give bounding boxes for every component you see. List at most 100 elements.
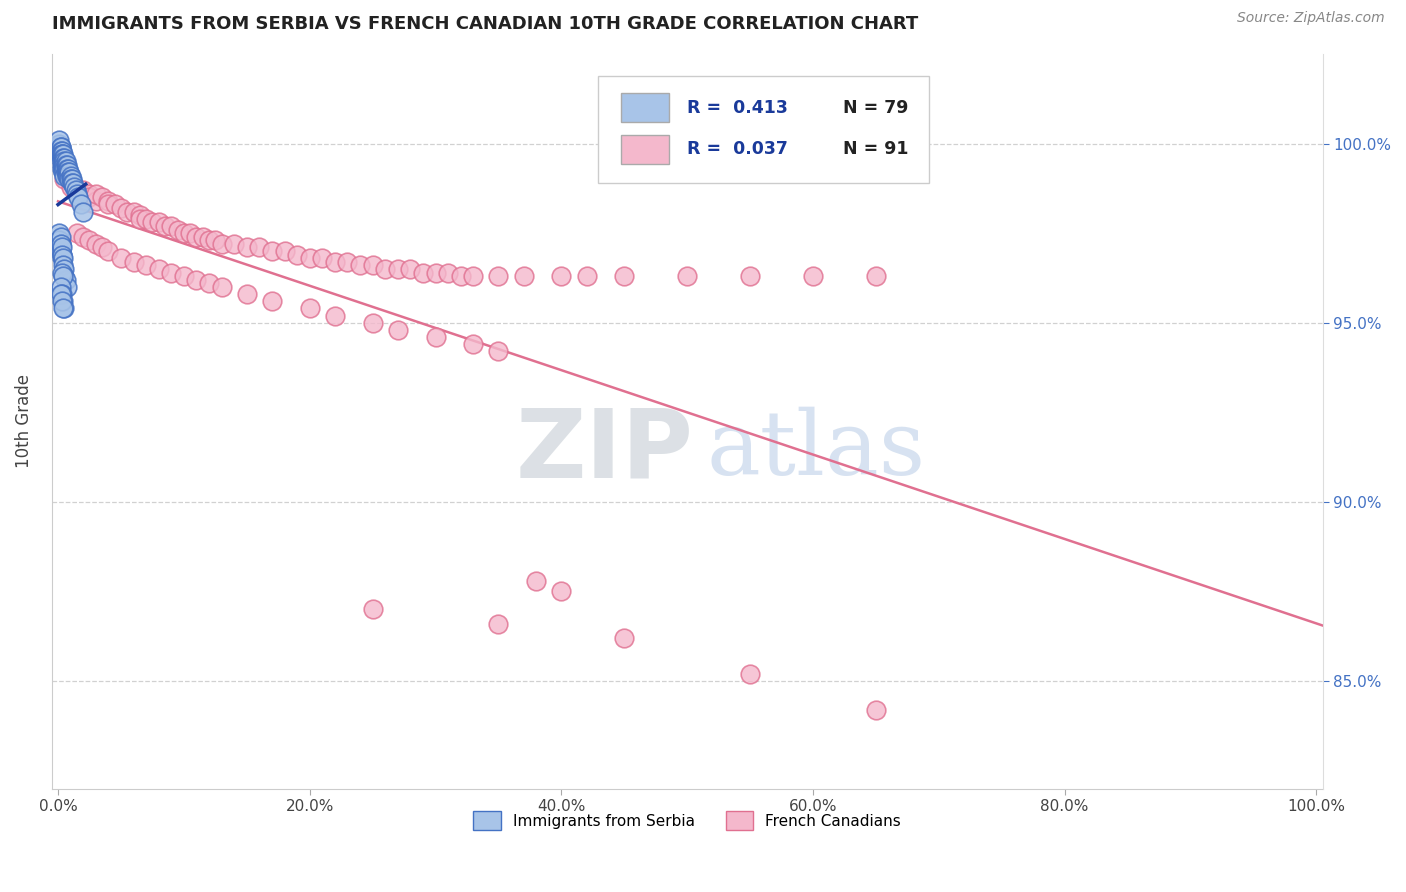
Point (58, 165, 80, 179)
Y-axis label: 10th Grade: 10th Grade (15, 375, 32, 468)
Point (211, 280, 233, 294)
Point (51, 240, 73, 254)
Point (56, 169, 79, 183)
Point (59, 176, 82, 190)
Point (160, 266, 183, 280)
Point (323, 309, 346, 323)
Point (198, 233, 221, 247)
Point (49, 144, 72, 158)
Point (52, 269, 75, 284)
Point (349, 259, 371, 273)
Point (53, 172, 76, 186)
Text: N = 79: N = 79 (844, 99, 908, 117)
Point (60, 172, 83, 186)
Point (53, 301, 76, 316)
Point (55, 154, 77, 169)
Point (66, 186, 89, 201)
Point (141, 215, 163, 229)
Point (49, 244, 72, 258)
Point (51, 151, 73, 165)
Point (247, 240, 270, 254)
Point (84, 186, 107, 201)
Text: Source: ZipAtlas.com: Source: ZipAtlas.com (1237, 12, 1385, 25)
Point (52, 147, 75, 161)
Point (122, 204, 145, 219)
Point (488, 616, 510, 631)
Point (51, 252, 73, 266)
Point (65, 183, 87, 197)
Point (79, 186, 101, 201)
Point (51, 161, 73, 176)
Point (97, 197, 120, 211)
Point (260, 294, 283, 309)
Point (72, 204, 94, 219)
Point (224, 236, 246, 251)
Point (336, 255, 359, 269)
Text: R =  0.413: R = 0.413 (688, 99, 787, 117)
Point (51, 158, 73, 172)
Point (865, 269, 887, 284)
Point (52, 158, 75, 172)
Point (51, 144, 73, 158)
Point (48, 233, 70, 247)
Bar (621, 93, 669, 122)
Point (450, 269, 472, 284)
Point (66, 226, 89, 240)
Point (613, 631, 636, 645)
Point (56, 161, 79, 176)
Point (361, 259, 384, 273)
Point (49, 236, 72, 251)
Point (55, 161, 77, 176)
Point (148, 262, 170, 277)
Bar (621, 135, 669, 164)
Point (173, 226, 195, 240)
Point (361, 602, 384, 616)
Point (285, 247, 308, 261)
Point (72, 183, 94, 197)
Point (48, 136, 70, 151)
Point (91, 240, 114, 254)
Text: N = 91: N = 91 (844, 140, 910, 159)
Point (49, 229, 72, 244)
Point (613, 269, 636, 284)
Point (110, 252, 132, 266)
Point (51, 266, 73, 280)
Point (204, 233, 226, 247)
Text: IMMIGRANTS FROM SERBIA VS FRENCH CANADIAN 10TH GRADE CORRELATION CHART: IMMIGRANTS FROM SERBIA VS FRENCH CANADIA… (52, 15, 918, 33)
Point (55, 165, 77, 179)
Point (488, 269, 510, 284)
Point (425, 266, 447, 280)
Point (524, 574, 547, 588)
Point (186, 273, 208, 287)
Point (48, 226, 70, 240)
Point (153, 219, 176, 233)
Point (512, 269, 534, 284)
Point (273, 244, 295, 258)
Point (56, 165, 79, 179)
Point (122, 255, 145, 269)
Point (51, 247, 73, 261)
Point (550, 584, 572, 599)
Point (56, 161, 79, 176)
Point (63, 179, 86, 194)
Point (211, 236, 233, 251)
Point (56, 169, 79, 183)
Point (53, 158, 76, 172)
Point (51, 147, 73, 161)
Point (97, 244, 120, 258)
Point (399, 262, 422, 277)
Text: ZIP: ZIP (516, 404, 693, 497)
Point (49, 140, 72, 154)
Point (60, 176, 83, 190)
Point (59, 172, 82, 186)
Point (79, 233, 101, 247)
Point (53, 154, 76, 169)
Point (53, 262, 76, 277)
Point (56, 165, 79, 179)
Legend: Immigrants from Serbia, French Canadians: Immigrants from Serbia, French Canadians (467, 805, 907, 836)
Point (179, 226, 201, 240)
Point (191, 229, 214, 244)
Point (104, 197, 127, 211)
Point (374, 262, 396, 277)
Point (52, 252, 75, 266)
